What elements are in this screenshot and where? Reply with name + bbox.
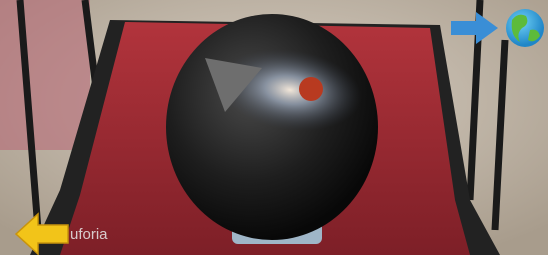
ar-view: uforia	[0, 0, 548, 255]
globe[interactable]	[506, 9, 544, 47]
globe-button[interactable]	[506, 9, 544, 47]
page: uforia (() => { const data = JSON.parse(…	[0, 0, 548, 255]
watermark: uforia	[70, 226, 108, 243]
fabric	[0, 0, 90, 150]
planet	[299, 77, 323, 101]
